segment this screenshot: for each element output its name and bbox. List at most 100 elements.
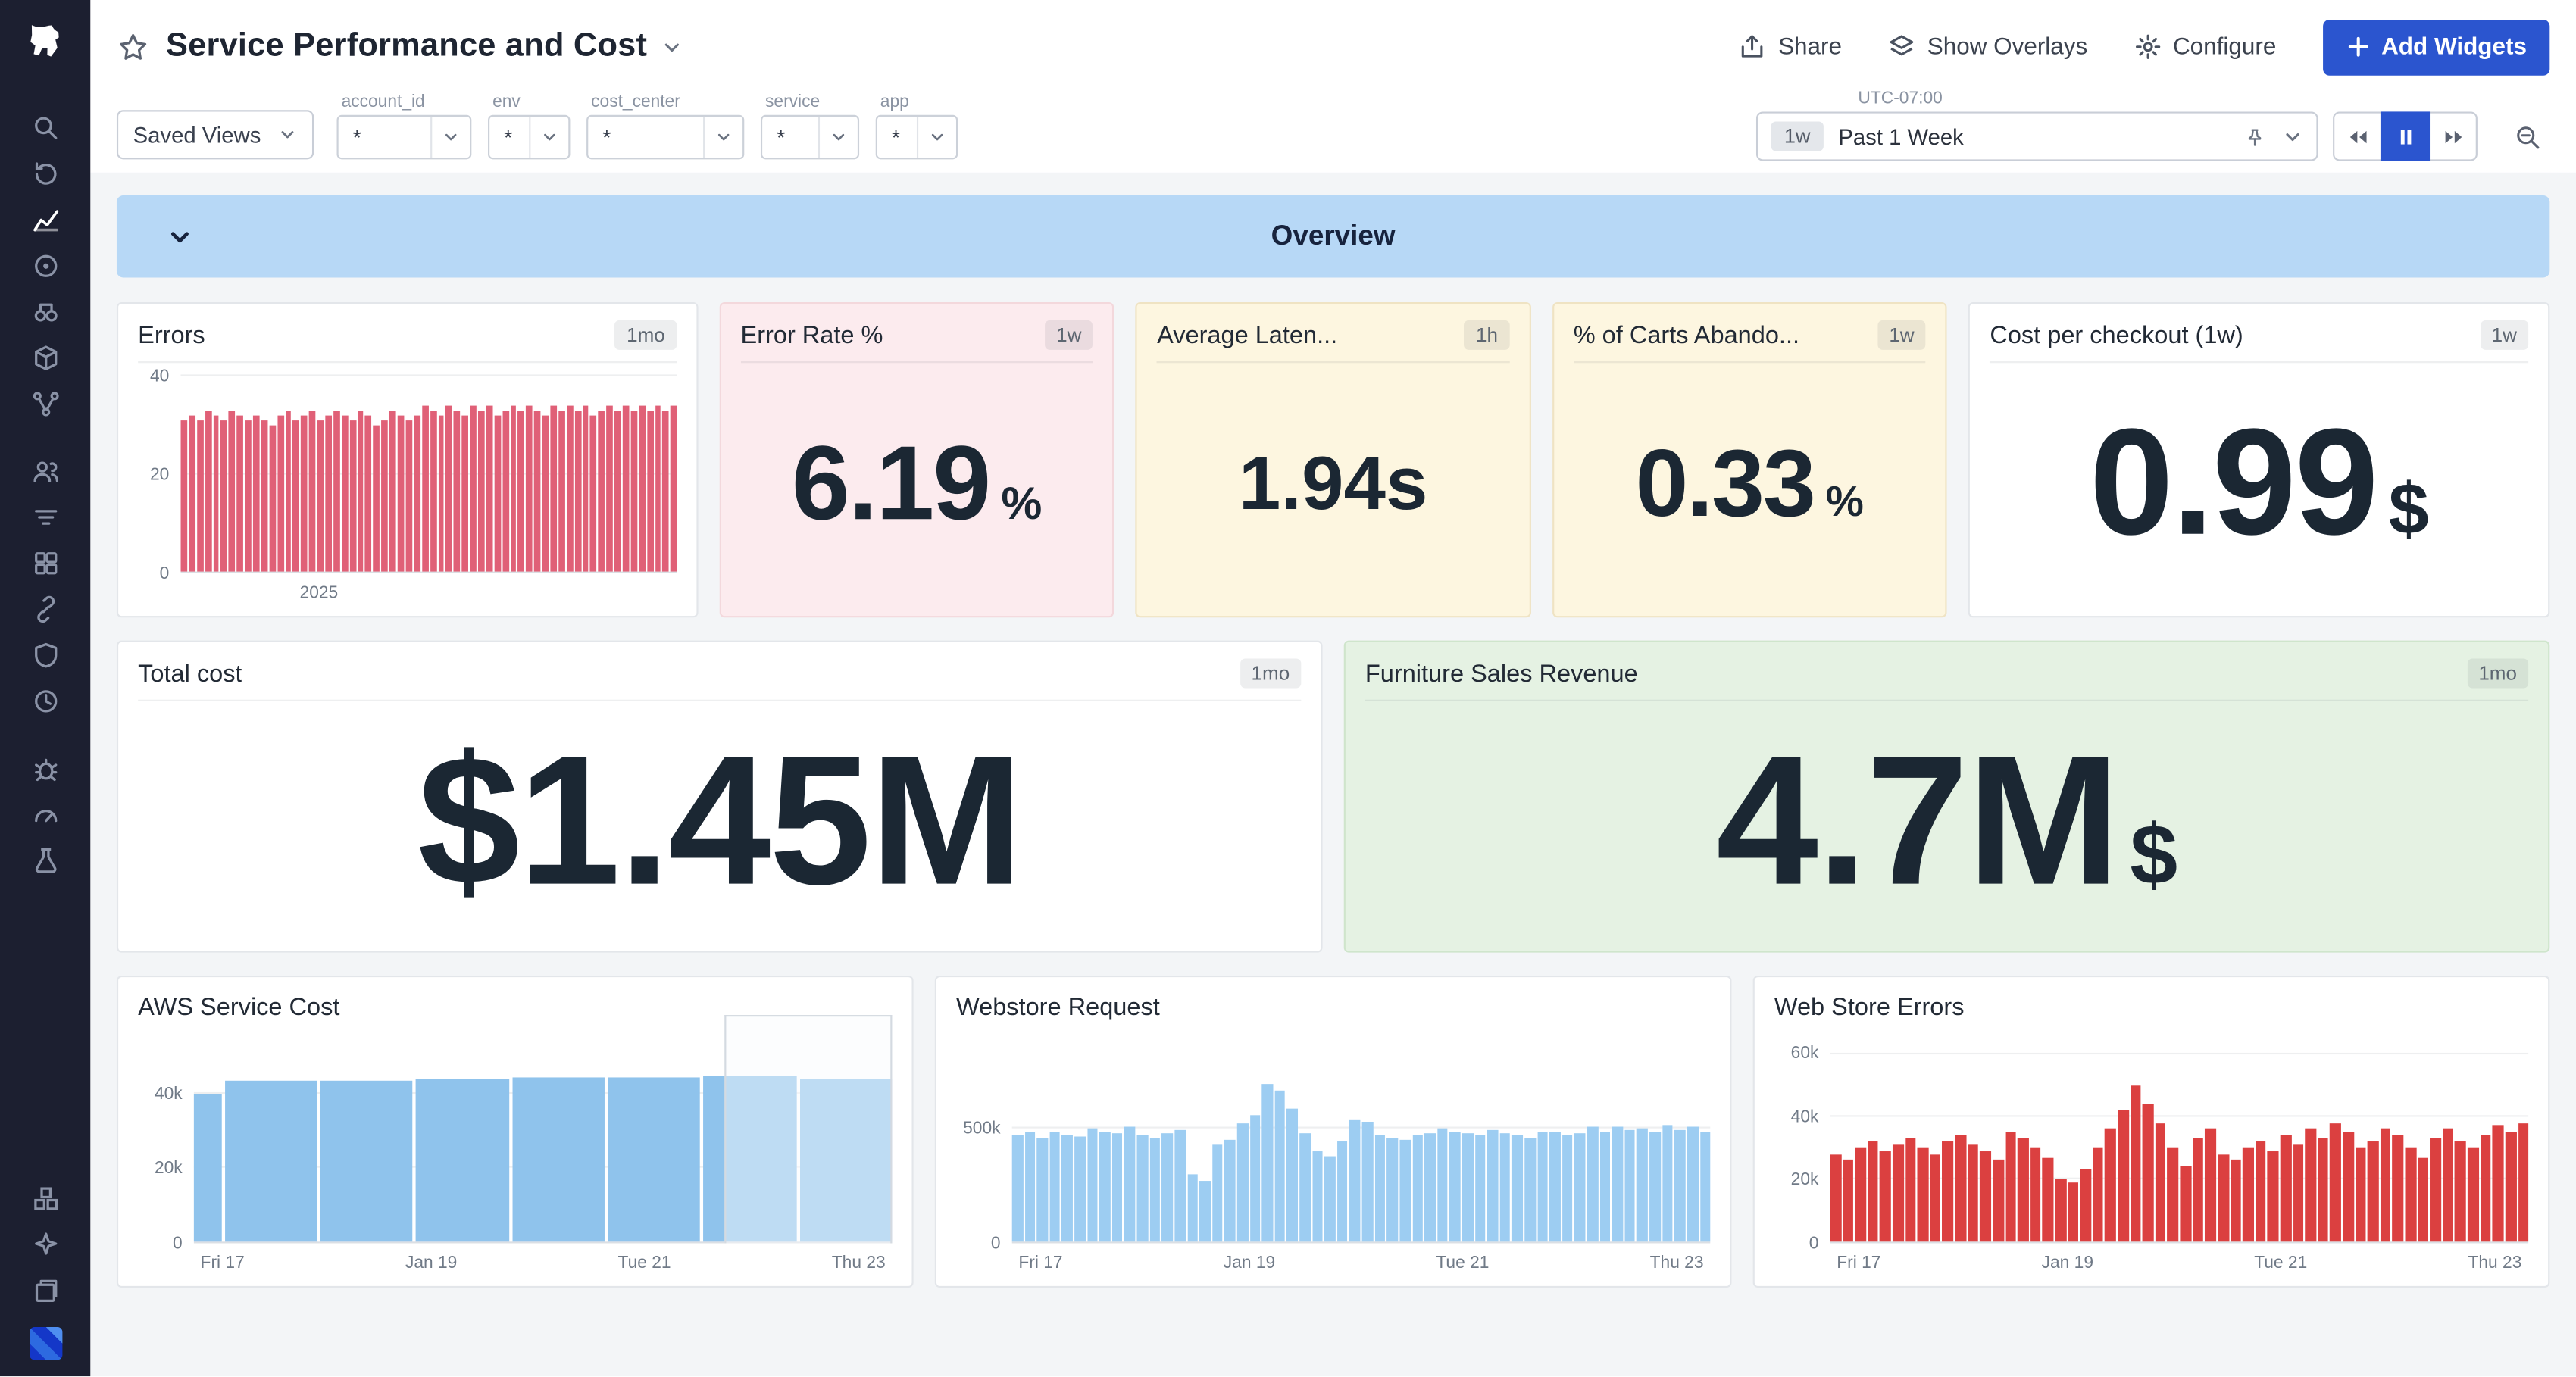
bits-ai-sparkle-icon[interactable] [12,1222,78,1268]
query-value: 0.99$ [1990,363,2528,603]
zoom-out-icon [2513,123,2541,151]
gauge-icon[interactable] [12,792,78,838]
user-avatar[interactable] [29,1327,61,1360]
widget-title: % of Carts Abando... [1574,321,1799,349]
timeframe-badge: 1w [1045,320,1093,350]
synthetics-icon[interactable] [12,289,78,336]
widget-errors[interactable]: Errors 1mo 40200 2025 [117,302,698,617]
widget-error-rate[interactable]: Error Rate % 1w 6.19% [719,302,1114,617]
metrics-icon[interactable] [12,197,78,243]
overlays-icon [1888,33,1916,61]
widget-total-cost[interactable]: Total cost 1mo $1.45M [117,641,1323,953]
widget-row-3: AWS Service Cost 40k20k0 Fri 17Jan 19Tue… [117,976,2549,1288]
page-title[interactable]: Service Performance and Cost [166,28,647,66]
overview-group-title: Overview [1271,220,1396,253]
widget-cost-per-checkout[interactable]: Cost per checkout (1w) 1w 0.99$ [1968,302,2549,617]
saved-views-dropdown[interactable]: Saved Views [117,110,314,159]
slo-clock-icon[interactable] [12,679,78,725]
widget-title: Error Rate % [740,321,883,349]
widget-furniture-revenue[interactable]: Furniture Sales Revenue 1mo 4.7M$ [1344,641,2550,953]
y-axis: 40200 [138,376,180,573]
favorite-star-icon[interactable] [117,30,149,63]
configure-button[interactable]: Configure [2134,33,2276,61]
team-icon[interactable] [12,448,78,495]
query-value: 0.33% [1574,363,1926,603]
widget-row-2: Total cost 1mo $1.45M Furniture Sales Re… [117,641,2549,953]
widget-title: Cost per checkout (1w) [1990,321,2243,349]
datadog-logo-icon[interactable] [17,13,73,69]
web-store-errors-bar-chart[interactable]: 60k40k20k0 Fri 17Jan 19Tue 21Thu 23 [1774,1038,2528,1272]
service-links-icon[interactable] [12,586,78,632]
app-dropdown[interactable]: * [875,115,957,160]
integrations-icon[interactable] [12,335,78,381]
widget-title: Web Store Errors [1774,994,1965,1022]
template-var-account-id: account_id * [336,92,471,159]
collapse-chevron-icon[interactable] [166,195,194,277]
tests-flask-icon[interactable] [12,838,78,884]
timeframe-badge: 1mo [2467,659,2528,688]
share-button[interactable]: Share [1739,33,1842,61]
chevron-down-icon [277,125,297,145]
webstore-request-bar-chart[interactable]: 500k0 Fri 17Jan 19Tue 21Thu 23 [956,1038,1710,1272]
plot-area[interactable] [181,376,677,573]
time-pause-button[interactable] [2381,111,2430,161]
time-forward-button[interactable] [2428,111,2478,161]
widget-aws-service-cost[interactable]: AWS Service Cost 40k20k0 Fri 17Jan 19Tue… [117,976,914,1288]
account-id-dropdown[interactable]: * [336,115,471,160]
widget-webstore-request[interactable]: Webstore Request 500k0 Fri 17Jan 19Tue 2… [935,976,1732,1288]
service-dropdown[interactable]: * [761,115,859,160]
time-nav-buttons [2334,111,2478,161]
add-widgets-button[interactable]: Add Widgets [2322,19,2549,75]
widget-web-store-errors[interactable]: Web Store Errors 60k40k20k0 Fri 17Jan 19… [1753,976,2550,1288]
show-overlays-button[interactable]: Show Overlays [1888,33,2087,61]
notebooks-icon[interactable] [12,1268,78,1314]
ci-pipelines-icon[interactable] [12,381,78,427]
infrastructure-blocks-icon[interactable] [12,1176,78,1222]
plot-area[interactable] [1012,1038,1711,1243]
plus-icon [2345,35,2370,60]
widget-carts-abandoned[interactable]: % of Carts Abando... 1w 0.33% [1552,302,1947,617]
zoom-out-button[interactable] [2500,111,2553,161]
watchdog-history-icon[interactable] [12,151,78,197]
template-var-service: service * [761,92,859,159]
template-var-cost-center: cost_center * [586,92,744,159]
time-range-picker[interactable]: 1w Past 1 Week [1756,111,2318,161]
hover-highlight-region [724,1015,892,1243]
time-controls: UTC-07:00 1w Past 1 Week [1756,89,2553,161]
template-var-app: app * [875,92,957,159]
y-axis: 40k20k0 [138,1038,194,1243]
error-tracking-bug-icon[interactable] [12,745,78,792]
logs-icon[interactable] [12,495,78,541]
overview-group-header[interactable]: Overview [117,195,2549,277]
widget-title: Total cost [138,660,242,688]
chevron-down-icon[interactable] [2282,126,2303,147]
timeframe-badge: 1h [1465,320,1509,350]
monitors-icon[interactable] [12,243,78,289]
time-rewind-button[interactable] [2333,111,2382,161]
datadog-dashboard-window: Service Performance and Cost Share Show … [0,0,2576,1376]
aws-cost-bar-chart[interactable]: 40k20k0 Fri 17Jan 19Tue 21Thu 23 [138,1038,892,1272]
plot-area[interactable] [1830,1038,2529,1243]
x-axis: 2025 [181,573,677,603]
widget-title: Furniture Sales Revenue [1365,660,1638,688]
filter-bar: Saved Views account_id * env * cost_cent… [90,94,2576,173]
chevron-down-icon [917,117,956,158]
gear-icon [2134,33,2162,61]
search-icon[interactable] [12,105,78,151]
plot-area[interactable] [194,1038,893,1243]
timeframe-badge: 1mo [1240,659,1301,688]
errors-bar-chart[interactable]: 40200 2025 [138,376,677,603]
y-axis: 500k0 [956,1038,1012,1243]
dashboards-icon[interactable] [12,540,78,586]
cost-center-dropdown[interactable]: * [586,115,744,160]
env-dropdown[interactable]: * [488,115,570,160]
chevron-down-icon [529,117,568,158]
security-shield-icon[interactable] [12,632,78,679]
title-chevron-down-icon[interactable] [661,36,683,58]
chevron-down-icon [818,117,857,158]
dashboard-canvas: Overview Errors 1mo 40200 2025 [90,173,2576,1376]
widget-average-latency[interactable]: Average Laten... 1h 1.94s [1136,302,1530,617]
pin-icon[interactable] [2244,126,2265,147]
widget-title: Webstore Request [956,994,1160,1022]
app-sidebar [0,0,90,1376]
